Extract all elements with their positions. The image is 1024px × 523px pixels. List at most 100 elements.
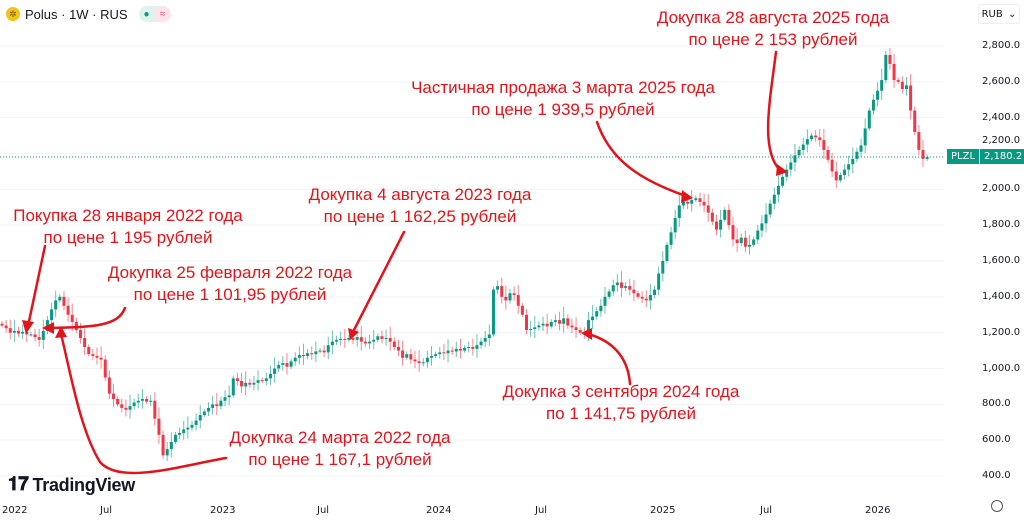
candle-up (256, 380, 260, 383)
symbol-legend[interactable]: ✲ Polus · 1W · RUS ● ≈ (6, 6, 171, 22)
candle-down (153, 400, 157, 419)
candle-down (710, 212, 714, 222)
annotation-line: по цене 1 939,5 рублей (471, 100, 655, 119)
annotation-arrows (26, 50, 782, 475)
candle-down (33, 334, 37, 338)
candle-down (818, 137, 822, 141)
candle-up (719, 219, 723, 230)
candle-up (194, 420, 198, 425)
candle-up (314, 351, 318, 355)
candle-down (157, 418, 161, 435)
currency-button[interactable]: RUB ⌄ (978, 4, 1020, 24)
candle-up (198, 415, 202, 421)
candle-down (566, 318, 570, 326)
candle-up (330, 341, 334, 346)
candle-down (310, 353, 314, 355)
candle-up (785, 169, 789, 177)
candle-down (545, 323, 549, 327)
candle-up (140, 398, 144, 401)
candle-down (87, 347, 91, 355)
candle-down (442, 352, 446, 354)
candle-down (450, 350, 454, 352)
candle-up (29, 334, 33, 336)
candle-down (644, 298, 648, 301)
candle-down (388, 338, 392, 342)
candle-up (586, 320, 590, 335)
candle-up (859, 145, 863, 152)
candle-down (558, 320, 562, 324)
annotation-line: по цене 1 101,95 рублей (133, 285, 327, 304)
y-tick-label: 1,200.0 (982, 326, 1021, 338)
candle-down (512, 293, 516, 296)
y-tick-label: 2,400.0 (982, 111, 1021, 123)
tradingview-logo[interactable]: 𝟏𝟕 TradingView (8, 474, 135, 496)
candle-up (54, 300, 58, 310)
annotation-addition-feb-2022: Докупка 25 февраля 2022 года по цене 1 1… (108, 262, 352, 306)
arrow-2 (48, 306, 127, 330)
candle-down (145, 398, 149, 402)
candle-up (723, 209, 727, 220)
y-tick-label: 1,000.0 (982, 362, 1021, 374)
candle-down (471, 347, 475, 349)
candle-down (900, 81, 904, 89)
candle-up (41, 330, 45, 340)
candle-down (698, 198, 702, 202)
arrow-head-6 (55, 326, 67, 338)
arrow-head-7 (581, 328, 592, 340)
arrow-4 (595, 120, 688, 198)
candle-up (599, 305, 603, 312)
annotation-line: по цене 2 153 рублей (688, 30, 858, 49)
candle-up (624, 286, 628, 288)
arrow-head-5 (776, 164, 788, 176)
candle-up (372, 339, 376, 342)
candle-up (694, 198, 698, 201)
arrow-3 (352, 230, 406, 332)
candle-up (128, 406, 132, 410)
candle-up (876, 90, 880, 100)
candle-down (743, 237, 747, 247)
candle-up (434, 354, 438, 356)
delayed-data-icon: ≈ (154, 6, 171, 22)
candle-up (648, 295, 652, 301)
candle-down (822, 140, 826, 150)
candle-up (793, 155, 797, 163)
candle-up (277, 364, 281, 369)
x-tick-label: Jul (100, 505, 113, 516)
y-tick-label: 2,200.0 (982, 135, 1021, 147)
candle-down (78, 329, 82, 339)
candle-up (665, 244, 669, 261)
candle-down (116, 398, 120, 405)
candle-up (446, 350, 450, 354)
candle-down (83, 338, 87, 347)
candle-up (202, 411, 206, 416)
status-indicators[interactable]: ● ≈ (138, 6, 171, 22)
candle-up (549, 321, 553, 327)
candle-down (392, 341, 396, 347)
candle-down (706, 205, 710, 213)
candle-down (632, 289, 636, 294)
candle-up (169, 441, 173, 450)
candle-up (376, 336, 380, 340)
x-tick-label: 2022 (2, 505, 28, 516)
settings-icon[interactable] (991, 500, 1003, 512)
arrow-heads (22, 164, 788, 340)
annotation-addition-aug-2025: Докупка 28 августа 2025 года по цене 2 1… (657, 7, 889, 51)
candle-down (343, 338, 347, 340)
candle-up (847, 164, 851, 170)
candle-up (231, 378, 235, 396)
candle-down (107, 377, 111, 394)
candle-up (421, 362, 425, 364)
candle-down (888, 54, 892, 64)
ticker-label: PLZL (947, 149, 980, 164)
chevron-down-icon: ⌄ (1007, 8, 1017, 20)
candle-down (8, 328, 12, 333)
candle-up (479, 341, 483, 346)
candle-up (165, 449, 169, 456)
candle-up (227, 395, 231, 398)
candle-down (636, 293, 640, 297)
candle-up (768, 203, 772, 215)
candle-down (921, 149, 925, 159)
annotation-line: по цене 1 162,25 рублей (323, 207, 517, 226)
annotation-line: Покупка 28 января 2022 года (13, 206, 243, 225)
